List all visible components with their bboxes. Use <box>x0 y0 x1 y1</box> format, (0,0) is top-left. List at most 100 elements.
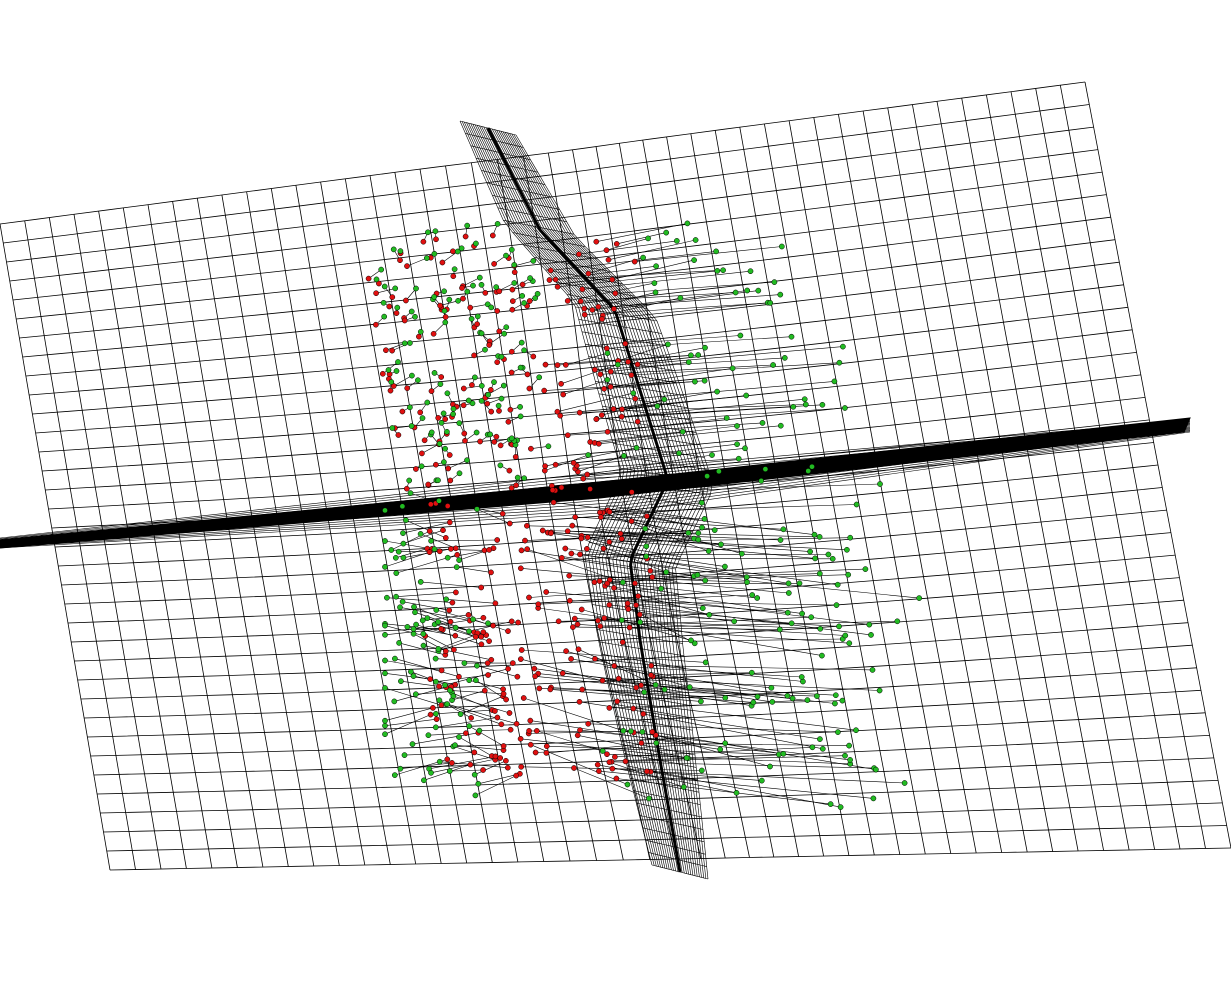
target-point <box>382 564 388 570</box>
source-point <box>438 374 445 380</box>
displacement-vector <box>609 761 684 788</box>
target-point <box>618 617 625 623</box>
source-point <box>595 440 602 447</box>
displacement-vector <box>435 709 493 715</box>
target-point <box>873 766 879 773</box>
displacement-vector <box>410 492 448 507</box>
target-point <box>478 330 485 337</box>
source-point <box>462 437 468 444</box>
target-point <box>521 475 528 482</box>
source-point <box>433 461 439 468</box>
target-point <box>478 382 485 389</box>
band-line <box>0 429 1191 547</box>
source-point <box>485 672 491 678</box>
grid-line-v <box>77 622 1189 681</box>
sheet-ridge <box>486 127 682 873</box>
displacement-vector <box>384 718 437 726</box>
target-point <box>679 428 686 435</box>
target-point <box>393 593 399 600</box>
source-point <box>468 715 474 721</box>
target-point <box>396 640 402 646</box>
target-point <box>518 339 525 346</box>
target-point <box>901 780 908 786</box>
source-point <box>649 574 656 580</box>
target-point <box>704 473 710 479</box>
source-point <box>543 743 550 750</box>
displacement-vector <box>606 238 649 251</box>
source-point <box>467 761 474 768</box>
target-point <box>452 742 458 749</box>
source-point <box>379 370 386 377</box>
source-point <box>417 409 424 416</box>
source-point <box>628 372 635 378</box>
target-point <box>498 353 505 360</box>
source-point <box>563 648 569 654</box>
displacement-vector <box>423 633 455 650</box>
displacement-vector <box>538 594 753 605</box>
grid-line-v <box>16 194 1107 320</box>
target-point <box>785 590 792 596</box>
source-point <box>594 761 601 768</box>
target-point <box>837 804 844 810</box>
target-point <box>767 300 774 306</box>
target-point <box>500 382 507 389</box>
target-point <box>442 682 448 688</box>
source-point <box>499 510 506 517</box>
target-point <box>488 304 495 311</box>
target-point <box>447 687 453 694</box>
target-point <box>713 248 719 255</box>
target-point <box>646 795 652 802</box>
source-point <box>607 368 614 375</box>
target-point <box>478 281 485 288</box>
target-point <box>853 727 859 734</box>
target-point <box>780 750 787 757</box>
source-point <box>508 485 515 491</box>
source-point <box>626 624 633 631</box>
source-point <box>438 667 445 674</box>
source-point <box>517 735 524 742</box>
source-point <box>612 754 618 760</box>
displacement-vector <box>440 300 459 306</box>
target-point <box>441 459 447 465</box>
target-point <box>517 404 523 410</box>
source-point <box>617 530 624 537</box>
source-point <box>446 452 453 458</box>
source-point <box>634 361 641 368</box>
grid-line-u <box>788 120 926 855</box>
displacement-vector <box>631 483 881 493</box>
target-point <box>801 396 808 403</box>
target-point <box>450 411 456 417</box>
source-point <box>566 572 573 579</box>
target-point <box>735 455 742 462</box>
target-point <box>661 396 668 403</box>
source-point <box>383 347 389 354</box>
source-point <box>442 416 449 422</box>
displacement-vector <box>621 538 847 551</box>
target-point <box>743 574 750 580</box>
band-line <box>0 428 1191 546</box>
displacement-vector <box>399 607 470 621</box>
grid-line-v <box>67 554 1176 624</box>
source-point <box>497 442 504 449</box>
displacement-vector <box>614 665 802 678</box>
displacement-vector <box>469 725 504 747</box>
displacement-vector <box>622 638 843 643</box>
source-point <box>511 269 518 276</box>
target-point <box>807 548 813 555</box>
source-point <box>433 236 439 243</box>
source-point <box>564 528 571 535</box>
source-point <box>456 673 462 680</box>
source-point <box>547 267 554 274</box>
target-point <box>401 340 408 347</box>
source-point <box>549 487 556 493</box>
source-point <box>613 775 620 782</box>
target-point <box>436 497 442 504</box>
source-point <box>503 696 509 703</box>
displacement-vector <box>393 375 413 387</box>
source-point <box>447 477 454 484</box>
target-point <box>651 280 658 286</box>
target-point <box>382 685 388 691</box>
source-point <box>572 514 579 520</box>
grid-line-v <box>22 239 1116 358</box>
displacement-vector <box>625 335 741 344</box>
